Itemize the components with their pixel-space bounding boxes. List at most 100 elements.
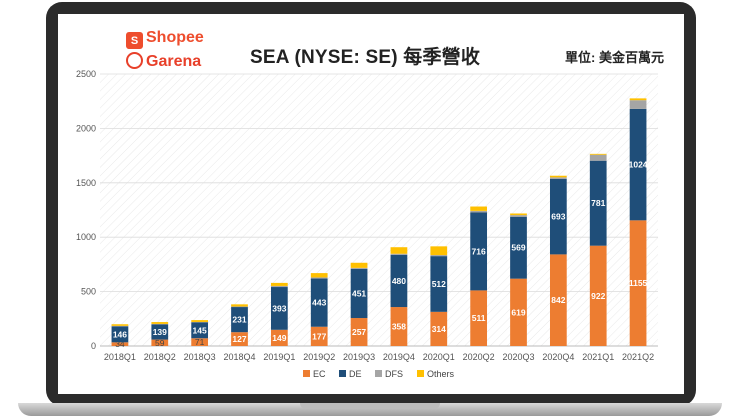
- bar-de: [470, 212, 488, 291]
- bar-others: [510, 213, 527, 216]
- bar-others: [390, 247, 408, 254]
- data-label-de: 716: [472, 246, 486, 256]
- y-tick-label: 2000: [76, 123, 96, 133]
- bar-de: [191, 322, 209, 339]
- data-label-ec: 842: [551, 295, 565, 305]
- bar-dfs: [549, 177, 567, 179]
- legend-label-dfs: DFS: [385, 369, 403, 379]
- y-tick-label: 0: [91, 341, 96, 351]
- data-label-ec: 59: [155, 338, 165, 348]
- bar-de: [310, 278, 328, 327]
- bar-dfs: [310, 277, 328, 279]
- bar-dfs: [430, 255, 448, 257]
- unit-label: 單位: 美金百萬元: [565, 50, 664, 65]
- legend-label-ec: EC: [313, 369, 326, 379]
- data-label-de: 443: [312, 298, 326, 308]
- bar-others: [350, 262, 368, 268]
- bar-de: [589, 160, 607, 246]
- bar-ec: [390, 307, 408, 346]
- bar-others: [191, 320, 209, 322]
- bar-dfs: [470, 210, 488, 213]
- x-tick-label: 2019Q1: [263, 352, 295, 362]
- bar-ec: [589, 245, 607, 346]
- bar-ec: [270, 329, 288, 346]
- laptop-base: [18, 403, 722, 416]
- legend-label-de: DE: [349, 369, 362, 379]
- x-tick-label: 2021Q2: [622, 352, 654, 362]
- data-label-de: 146: [113, 329, 127, 339]
- x-tick-label: 2021Q1: [582, 352, 614, 362]
- data-label-ec: 127: [232, 334, 246, 344]
- shopee-bag-icon: S: [126, 32, 143, 49]
- bar-ec: [151, 339, 169, 346]
- data-label-de: 231: [232, 315, 246, 325]
- bar-others: [430, 246, 448, 256]
- data-label-ec: 358: [392, 322, 406, 332]
- laptop-notch: [300, 403, 440, 409]
- data-label-de: 512: [432, 279, 446, 289]
- bar-others: [310, 273, 328, 278]
- bar-dfs: [231, 306, 248, 308]
- data-label-de: 693: [551, 212, 565, 222]
- bar-de: [151, 324, 169, 340]
- data-label-de: 393: [272, 303, 286, 313]
- legend-swatch-others: [417, 370, 424, 377]
- data-label-ec: 1155: [629, 278, 648, 288]
- x-tick-label: 2019Q4: [383, 352, 415, 362]
- bar-de: [549, 178, 567, 255]
- bar-ec: [629, 220, 647, 346]
- bar-others: [270, 282, 288, 286]
- data-label-ec: 177: [312, 331, 326, 341]
- x-tick-label: 2018Q1: [104, 352, 136, 362]
- garena-logo: Garena: [126, 52, 201, 71]
- y-tick-label: 500: [81, 287, 96, 297]
- data-label-ec: 34: [115, 339, 125, 349]
- bar-de: [510, 216, 527, 279]
- bar-de: [270, 287, 288, 330]
- bar-de: [350, 268, 368, 319]
- bar-dfs: [191, 321, 209, 323]
- bar-dfs: [151, 323, 169, 325]
- x-tick-label: 2020Q4: [542, 352, 574, 362]
- bar-ec: [430, 311, 448, 346]
- bar-ec: [470, 290, 488, 346]
- y-tick-label: 2500: [76, 69, 96, 79]
- legend-swatch-dfs: [375, 370, 382, 377]
- y-tick-label: 1000: [76, 232, 96, 242]
- bar-ec: [231, 332, 248, 346]
- bar-others: [231, 304, 248, 307]
- data-label-de: 139: [153, 327, 167, 337]
- data-label-ec: 922: [591, 291, 605, 301]
- x-tick-label: 2018Q4: [223, 352, 255, 362]
- data-label-de: 781: [591, 198, 605, 208]
- garena-icon: [126, 52, 143, 69]
- x-tick-label: 2020Q1: [423, 352, 455, 362]
- data-label-ec: 314: [432, 324, 446, 334]
- garena-logo-text: Garena: [146, 53, 202, 70]
- x-tick-label: 2019Q3: [343, 352, 375, 362]
- x-tick-label: 2020Q2: [463, 352, 495, 362]
- data-label-de: 451: [352, 289, 366, 299]
- bar-dfs: [270, 285, 288, 288]
- x-tick-label: 2018Q3: [184, 352, 216, 362]
- data-label-de: 145: [193, 325, 207, 335]
- bar-ec: [310, 326, 328, 346]
- legend-label-others: Others: [427, 369, 455, 379]
- x-tick-label: 2018Q2: [144, 352, 176, 362]
- bar-de: [430, 256, 448, 312]
- bar-ec: [191, 338, 209, 346]
- plot-background: [100, 74, 658, 346]
- bar-de: [390, 254, 408, 308]
- bar-ec: [111, 342, 129, 346]
- x-tick-label: 2020Q3: [502, 352, 534, 362]
- bar-others: [549, 175, 567, 178]
- bar-ec: [549, 254, 567, 346]
- data-label-de: 480: [392, 276, 406, 286]
- data-label-ec: 511: [472, 313, 486, 323]
- chart-screen: 0 500 1000 1500 2000 2500 34 146 2018Q1 59 139 2018…: [58, 14, 684, 394]
- bar-others: [111, 324, 129, 326]
- bar-de: [231, 307, 248, 333]
- data-label-ec: 149: [272, 333, 286, 343]
- bar-dfs: [629, 100, 647, 109]
- bar-others: [629, 98, 647, 101]
